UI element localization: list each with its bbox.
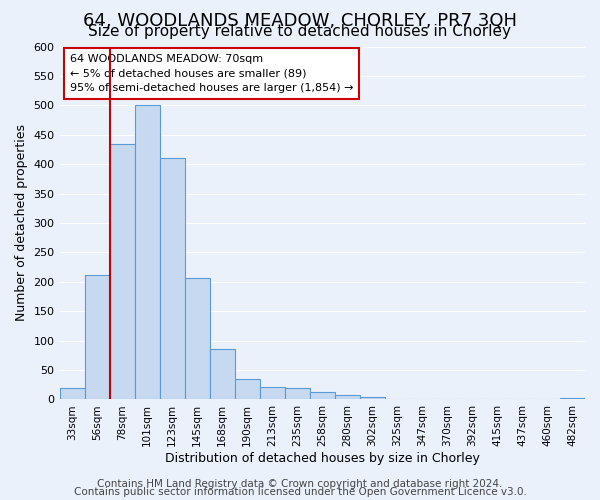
X-axis label: Distribution of detached houses by size in Chorley: Distribution of detached houses by size … [165,452,480,465]
Text: Size of property relative to detached houses in Chorley: Size of property relative to detached ho… [89,24,511,39]
Bar [110,144,134,400]
Bar [335,395,360,400]
Bar [560,398,585,400]
Bar [134,106,160,400]
Bar [285,388,310,400]
Bar [235,379,260,400]
Bar [209,350,235,400]
Text: Contains HM Land Registry data © Crown copyright and database right 2024.: Contains HM Land Registry data © Crown c… [97,479,503,489]
Bar [385,399,410,400]
Bar [310,392,335,400]
Bar [185,278,209,400]
Bar [360,397,385,400]
Text: Contains public sector information licensed under the Open Government Licence v3: Contains public sector information licen… [74,487,526,497]
Y-axis label: Number of detached properties: Number of detached properties [15,124,28,322]
Bar [260,386,285,400]
Bar [59,388,85,400]
Text: 64, WOODLANDS MEADOW, CHORLEY, PR7 3QH: 64, WOODLANDS MEADOW, CHORLEY, PR7 3QH [83,12,517,30]
Bar [160,158,185,400]
Text: 64 WOODLANDS MEADOW: 70sqm
← 5% of detached houses are smaller (89)
95% of semi-: 64 WOODLANDS MEADOW: 70sqm ← 5% of detac… [70,54,353,93]
Bar [85,274,110,400]
